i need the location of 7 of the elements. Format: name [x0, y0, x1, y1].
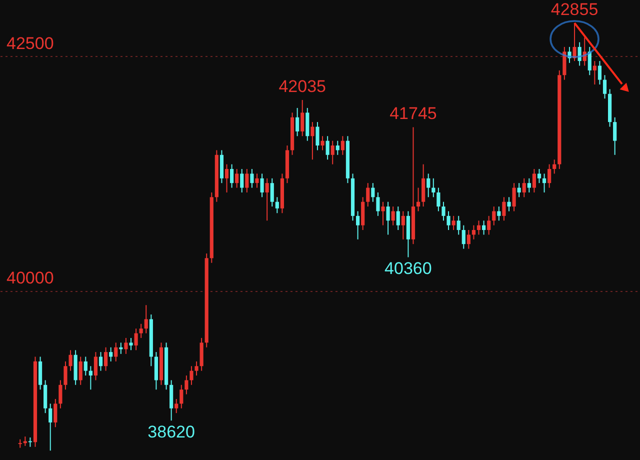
annotation: 42035 [278, 76, 326, 96]
annotation: 41745 [390, 104, 437, 124]
annotation: 38620 [148, 422, 195, 442]
annotation: 40360 [384, 259, 432, 278]
annotation: 42855 [550, 0, 598, 19]
y-tick-label: 42500 [6, 34, 54, 53]
y-tick-label: 40000 [6, 268, 54, 288]
